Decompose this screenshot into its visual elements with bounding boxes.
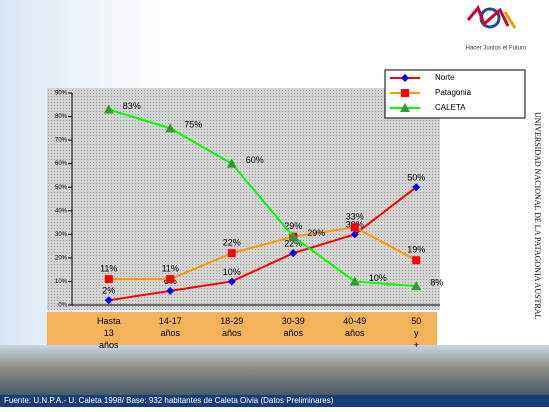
data-label: 22%: [284, 239, 302, 249]
y-tick-label: 80%: [55, 114, 68, 120]
data-label: 33%: [346, 212, 364, 222]
data-label: 29%: [307, 228, 325, 238]
legend-label: CALETA: [435, 103, 466, 112]
data-point: [226, 158, 237, 168]
y-tick-label: 20%: [55, 255, 68, 261]
data-label: 60%: [246, 155, 264, 165]
data-point: [412, 256, 421, 265]
series-line: [108, 186, 417, 302]
legend-marker: [401, 74, 409, 82]
data-label: 83%: [123, 101, 141, 111]
data-point: [411, 281, 422, 291]
data-label: 2%: [102, 286, 115, 296]
plot-area: [47, 88, 440, 310]
logo: [466, 5, 517, 29]
legend-marker: [401, 89, 409, 97]
y-tick-label: 40%: [55, 208, 68, 214]
data-point: [103, 104, 114, 114]
data-label: 22%: [223, 238, 241, 248]
legend-marker: [400, 103, 410, 112]
series-line: [108, 226, 417, 281]
data-point: [349, 276, 360, 286]
data-point: [166, 286, 175, 295]
data-point: [288, 231, 299, 241]
footer: Fuente: U.N.P.A.- U. Caleta 1998/ Base: …: [4, 396, 334, 405]
data-point: [350, 230, 359, 239]
data-point: [165, 123, 176, 133]
data-label: 29%: [284, 221, 302, 231]
data-label: 50%: [407, 173, 425, 183]
y-tick-label: 70%: [55, 138, 68, 144]
x-tick-label: Hasta 13 años: [97, 316, 121, 350]
data-label: 11%: [100, 263, 117, 273]
data-label: 19%: [407, 245, 425, 255]
footer-bar: [0, 395, 549, 407]
x-tick-label: 30-39 años: [282, 316, 305, 338]
x-tick-label: 40-49 años: [343, 316, 366, 338]
data-label: 75%: [184, 120, 202, 130]
university: UNIVERSIDAD NACIONAL DE LA PATAGONIA AUS…: [533, 112, 542, 320]
data-point: [227, 249, 236, 258]
y-tick-label: 10%: [55, 279, 68, 285]
data-point: [289, 249, 298, 258]
data-label: 10%: [369, 273, 387, 283]
town-photo: [0, 345, 549, 395]
data-point: [227, 277, 236, 286]
data-label: 8%: [430, 278, 443, 288]
category-band: [47, 312, 437, 348]
x-tick-label: 50 y +: [411, 316, 421, 350]
x-tick-label: 14-17 años: [159, 316, 182, 338]
y-tick-label: 0%: [58, 303, 67, 309]
data-point: [104, 275, 113, 284]
data-point: [104, 296, 113, 305]
tagline: Hacer Juntos el Futuro: [466, 46, 527, 52]
data-label: 10%: [223, 267, 241, 277]
y-tick-label: 50%: [55, 185, 68, 191]
data-label: 11%: [162, 263, 179, 273]
x-tick-label: 18-29 años: [220, 316, 243, 338]
legend-label: Norte: [435, 73, 455, 82]
data-point: [350, 223, 359, 232]
legend-label: Patagonia: [435, 88, 472, 97]
data-point: [412, 183, 421, 192]
y-tick-label: 60%: [55, 161, 68, 167]
data-point: [166, 275, 175, 284]
y-tick-label: 90%: [55, 91, 68, 97]
series-line: [108, 108, 417, 288]
y-tick-label: 30%: [55, 232, 68, 238]
